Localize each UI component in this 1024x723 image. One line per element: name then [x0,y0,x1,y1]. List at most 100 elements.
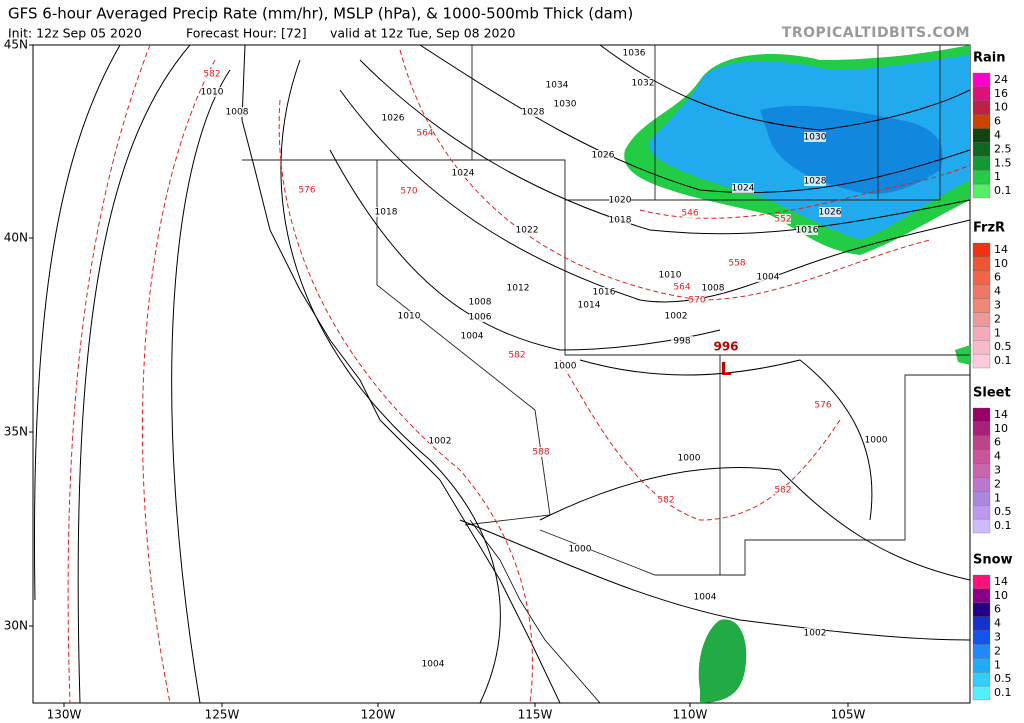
label-bg [429,436,451,446]
isobar-label: 1000 [678,454,701,464]
legend-level: 0.1 [994,686,1012,699]
label-bg [804,628,826,638]
longitude-label: 110W [673,708,708,722]
legend-level: 14 [994,408,1008,421]
label-bg [469,312,491,322]
legend-level: 10 [994,101,1008,114]
legend-swatch [972,644,991,659]
legend-level: 1 [994,170,1001,183]
latitude-label: 40N [4,231,28,245]
label-bg [702,283,724,293]
thickness-label: 582 [657,496,674,506]
legend-swatch [972,658,991,673]
label-bg [682,208,698,218]
label-bg [775,485,791,495]
label-bg [554,99,576,109]
legend-level: 14 [994,575,1008,588]
isobar-label: 1004 [757,273,780,283]
legend-level: 10 [994,589,1008,602]
legend-title: Rain [973,51,1006,66]
label-bg [554,361,576,371]
label-bg [204,69,220,79]
legend-level: 6 [994,436,1001,449]
isobar-label: 1006 [469,313,492,323]
isobar-label: 1016 [593,288,616,298]
label-bg [226,107,248,117]
isobar-label: 1020 [609,196,632,206]
isobar-label: 1024 [732,184,755,194]
isobar-label: 1032 [632,79,655,89]
legend-swatch [972,270,991,285]
low-pressure: 996 [713,340,738,354]
legend-swatch [972,100,991,115]
thickness-label: 570 [400,187,417,197]
legend-swatch [972,449,991,464]
label-bg [757,272,779,282]
isobar-label: 1022 [516,226,539,236]
legend-level: 2 [994,312,1001,325]
label-bg [452,168,474,178]
legend-level: 6 [994,271,1001,284]
label-bg [674,282,690,292]
legend-level: 3 [994,299,1001,312]
isobar-label: 1002 [665,312,688,322]
legend-swatch [972,142,991,157]
label-bg [546,80,568,90]
thickness-label: 576 [298,186,315,196]
label-bg [422,659,444,669]
isobar-label: 1010 [398,312,421,322]
thickness-label: 588 [532,448,549,458]
label-bg [201,87,223,97]
legend-level: 3 [994,464,1001,477]
label-bg [509,350,525,360]
thickness-label: 582 [774,486,791,496]
label-bg [522,107,544,117]
legend-level: 3 [994,631,1001,644]
isobar-label: 1004 [422,660,445,670]
thickness-label: 582 [203,70,220,80]
legend-level: 1.5 [994,156,1012,169]
thickness-label: 552 [774,215,791,225]
label-bg [516,225,538,235]
label-bg [694,592,716,602]
legend-swatch [972,491,991,506]
label-bg [382,113,404,123]
isobar-label: 1018 [609,216,632,226]
legend-swatch [972,256,991,271]
legend-level: 10 [994,422,1008,435]
label-bg [609,215,631,225]
legend-swatch [972,407,991,423]
label-bg [401,186,417,196]
label-bg [804,176,826,186]
legend-swatch [972,86,991,101]
isobar-label: 1026 [819,208,842,218]
legend-level: 4 [994,450,1001,463]
legend-swatch [972,574,991,590]
thickness-label: 564 [416,129,433,139]
isobar-label: 1000 [554,362,577,372]
label-bg [507,283,529,293]
legend-swatch [972,284,991,299]
longitude-label: 125W [205,708,240,722]
legend-level: 2 [994,644,1001,657]
legend-swatch [972,353,991,369]
init-time: Init: 12z Sep 05 2020 [8,26,142,41]
isobar-label: 1010 [201,88,224,98]
isobar-label: 1016 [796,226,819,236]
label-bg [469,297,491,307]
isobar-label: 1010 [659,271,682,281]
title: GFS 6-hour Averaged Precip Rate (mm/hr),… [8,5,633,23]
legend-level: 0.5 [994,340,1012,353]
label-bg [609,195,631,205]
thickness-label: 582 [508,351,525,361]
label-bg [632,78,654,88]
legend-title: Sleet [973,386,1011,401]
thickness-label: 546 [681,209,698,219]
isobar-label: 1028 [804,177,827,187]
longitude-label: 120W [361,708,396,722]
legend-level: 4 [994,285,1001,298]
longitude-label: 130W [47,708,82,722]
label-bg [569,544,591,554]
